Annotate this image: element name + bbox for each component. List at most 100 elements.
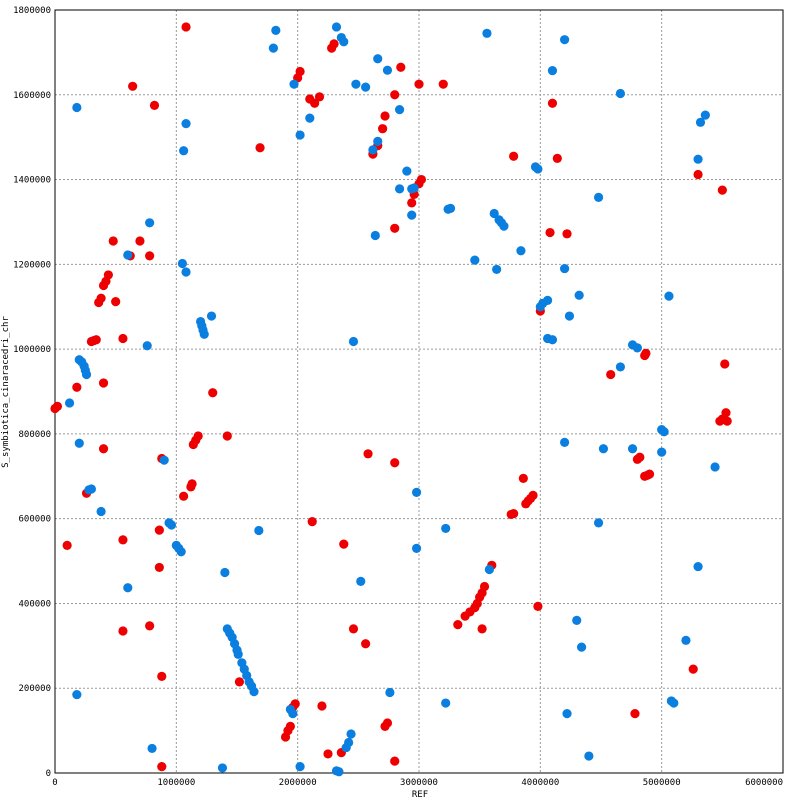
data-point — [128, 81, 138, 91]
data-point — [370, 230, 380, 241]
data-point — [382, 718, 393, 728]
data-point — [179, 491, 189, 501]
data-point — [329, 39, 339, 49]
series-1 — [64, 22, 720, 777]
data-point — [499, 221, 509, 231]
data-point — [657, 447, 667, 457]
data-point — [693, 561, 703, 572]
data-point — [576, 642, 587, 652]
data-point — [145, 251, 155, 261]
data-point — [394, 105, 405, 115]
data-point — [688, 664, 698, 674]
x-tick-label: 2000000 — [279, 778, 317, 788]
data-point — [564, 311, 575, 321]
y-tick-label: 600000 — [18, 515, 51, 525]
x-tick-label: 3000000 — [400, 778, 438, 788]
x-axis-ticks: 0 1000000 2000000 3000000 4000000 5000000 6000… — [52, 778, 783, 788]
data-point — [118, 626, 128, 636]
data-point — [470, 255, 480, 265]
data-point — [187, 479, 197, 489]
data-point — [98, 378, 109, 388]
x-axis-label: REF — [412, 790, 428, 800]
data-point — [407, 198, 417, 208]
data-point — [378, 124, 388, 134]
data-point — [86, 484, 96, 494]
data-point — [154, 525, 164, 535]
data-point — [547, 335, 558, 345]
y-axis-label: S_symbiotica_cinaracedri_chr — [1, 316, 11, 468]
data-point — [641, 348, 651, 358]
data-point — [416, 174, 427, 185]
data-point — [149, 100, 160, 110]
data-point — [606, 369, 616, 380]
data-point — [217, 763, 228, 773]
data-point — [314, 92, 325, 102]
data-point — [509, 508, 519, 519]
data-point — [402, 166, 412, 176]
data-point — [295, 130, 305, 140]
data-point — [632, 343, 643, 353]
data-point — [710, 462, 720, 472]
data-point — [52, 401, 63, 411]
data-point — [234, 677, 245, 687]
data-point — [346, 729, 356, 739]
data-point — [145, 218, 155, 228]
data-point — [295, 66, 305, 77]
data-point — [123, 250, 133, 260]
data-point — [331, 22, 342, 32]
data-point — [339, 539, 349, 549]
data-point — [118, 535, 128, 545]
data-point — [615, 362, 626, 372]
data-point — [484, 564, 494, 575]
data-point — [96, 293, 106, 303]
data-point — [356, 576, 366, 587]
data-point — [482, 28, 492, 38]
data-point — [545, 227, 555, 238]
data-point — [479, 581, 490, 592]
data-point — [574, 290, 584, 300]
data-point — [411, 543, 422, 553]
y-tick-label: 1200000 — [13, 260, 51, 270]
data-point — [317, 701, 327, 711]
data-point — [118, 333, 128, 344]
data-point — [572, 615, 582, 626]
data-point — [255, 143, 265, 153]
data-point — [390, 90, 400, 100]
data-point — [181, 267, 191, 277]
data-point — [390, 223, 400, 233]
data-point — [407, 210, 417, 220]
data-point — [373, 136, 383, 147]
y-tick-label: 1000000 — [13, 345, 51, 355]
y-tick-label: 1800000 — [13, 6, 51, 16]
data-point — [334, 767, 344, 777]
data-point — [108, 236, 118, 246]
x-tick-label: 4000000 — [521, 778, 559, 788]
data-point — [147, 743, 157, 754]
y-tick-label: 400000 — [18, 599, 51, 609]
data-point — [74, 438, 84, 448]
data-point — [409, 183, 419, 193]
data-point — [560, 35, 570, 45]
data-point — [289, 79, 299, 89]
data-point — [233, 649, 243, 659]
data-point — [681, 635, 691, 645]
y-tick-label: 0 — [46, 769, 51, 779]
data-point — [64, 398, 75, 408]
data-point — [145, 621, 155, 631]
data-point — [351, 79, 361, 89]
x-tick-label: 6000000 — [745, 778, 783, 788]
data-point — [543, 295, 553, 305]
data-point — [477, 624, 487, 634]
data-point — [635, 452, 645, 462]
data-point — [179, 146, 189, 156]
data-point — [453, 620, 463, 630]
data-point — [181, 22, 191, 32]
data-point — [533, 601, 543, 612]
data-point — [220, 567, 230, 578]
x-tick-label: 5000000 — [643, 778, 681, 788]
data-point — [441, 523, 451, 534]
data-point — [368, 145, 378, 155]
data-point — [62, 540, 72, 550]
data-point — [188, 439, 198, 450]
data-point — [323, 749, 333, 759]
